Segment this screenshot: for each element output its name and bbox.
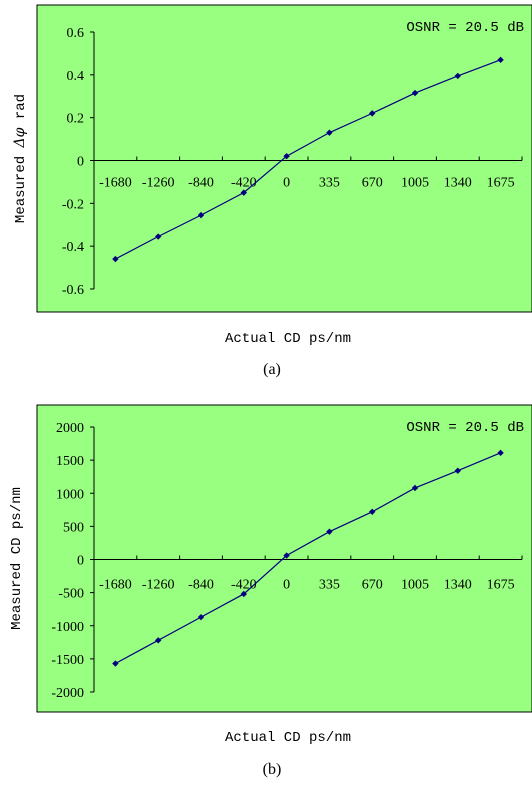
data-point (497, 56, 504, 64)
y-tick-label: 0.6 (67, 26, 85, 41)
data-point (283, 153, 290, 160)
data-point (240, 189, 247, 196)
y-tick-label: 0 (77, 155, 84, 170)
y-tick-label: -0.2 (62, 197, 84, 212)
y-axis-title: Measured CD ps/nm (9, 487, 25, 630)
data-point (411, 89, 419, 97)
y-tick-label: -500 (58, 587, 84, 602)
y-tick-label: -2000 (51, 686, 84, 701)
x-tick-label: -1680 (99, 578, 132, 593)
y-tick-label: 1500 (56, 454, 84, 469)
chart-panel-a: -0.6 -0.4 -0.2 0 0.2 0.4 0.6 -1680 -1260 -840 -420… (12, 4, 532, 378)
data-point (197, 211, 205, 219)
y-axis-title: Measured Δφ rad (12, 94, 29, 223)
panel-caption: (b) (263, 761, 282, 778)
x-tick-label: 670 (362, 578, 383, 593)
y-tick-label: -0.6 (62, 283, 84, 298)
y-axis-title-suffix: rad (13, 94, 29, 128)
data-point (369, 508, 376, 515)
y-axis-title-symbol: Δφ (12, 127, 28, 148)
data-point (454, 72, 461, 80)
data-point (283, 552, 290, 559)
data-point (155, 637, 162, 644)
x-tick-label: 1675 (487, 176, 515, 191)
data-point (326, 528, 333, 535)
x-tick-label: -840 (188, 176, 214, 191)
panel-caption: (a) (263, 361, 281, 378)
y-axis-title-prefix: Measured (13, 147, 29, 223)
series-line (115, 452, 501, 665)
x-tick-label: -1680 (99, 176, 132, 191)
chart-panel-b: -2000 -1500 -1000 -500 0 500 1000 1500 2000 -1680… (9, 404, 532, 778)
data-point (454, 467, 461, 474)
osnr-annotation: OSNR = 20.5 dB (406, 420, 524, 436)
y-tick-label: -1500 (51, 653, 84, 668)
x-tick-label: 335 (319, 176, 340, 191)
data-point (326, 129, 333, 136)
data-point (155, 233, 162, 240)
data-point (369, 110, 376, 117)
osnr-annotation: OSNR = 20.5 dB (406, 20, 524, 36)
y-tick-label: 0.4 (67, 69, 85, 84)
x-axis-title: Actual CD ps/nm (225, 331, 351, 347)
y-tick-label: 0.2 (67, 112, 85, 127)
x-tick-label: 0 (283, 578, 290, 593)
plot-area (36, 404, 532, 713)
x-tick-label: 1675 (487, 578, 515, 593)
x-tick-label: 1340 (444, 578, 472, 593)
y-tick-label: 0 (77, 554, 84, 569)
x-tick-label: 335 (319, 578, 340, 593)
x-tick-label: -420 (231, 578, 257, 593)
y-tick-label: -0.4 (62, 240, 84, 255)
x-axis-title: Actual CD ps/nm (225, 730, 351, 746)
data-point (112, 255, 119, 263)
y-tick-label: 2000 (56, 421, 84, 436)
data-point (112, 660, 119, 667)
data-point (411, 484, 419, 492)
x-tick-label: -420 (231, 176, 257, 191)
data-point (497, 449, 504, 457)
y-axis-title-prefix: Measured CD ps/nm (9, 487, 25, 630)
x-tick-label: 670 (362, 176, 383, 191)
x-tick-label: 1005 (401, 176, 429, 191)
series-line (115, 59, 501, 260)
y-tick-label: 1000 (56, 487, 84, 502)
x-tick-label: -840 (188, 578, 214, 593)
x-tick-label: -1260 (142, 176, 175, 191)
x-tick-label: 1340 (444, 176, 472, 191)
y-tick-label: 500 (63, 520, 84, 535)
y-tick-label: -1000 (51, 620, 84, 635)
x-tick-label: 0 (283, 176, 290, 191)
data-point (197, 613, 205, 621)
data-point (240, 590, 247, 598)
x-tick-label: 1005 (401, 578, 429, 593)
x-tick-label: -1260 (142, 578, 175, 593)
